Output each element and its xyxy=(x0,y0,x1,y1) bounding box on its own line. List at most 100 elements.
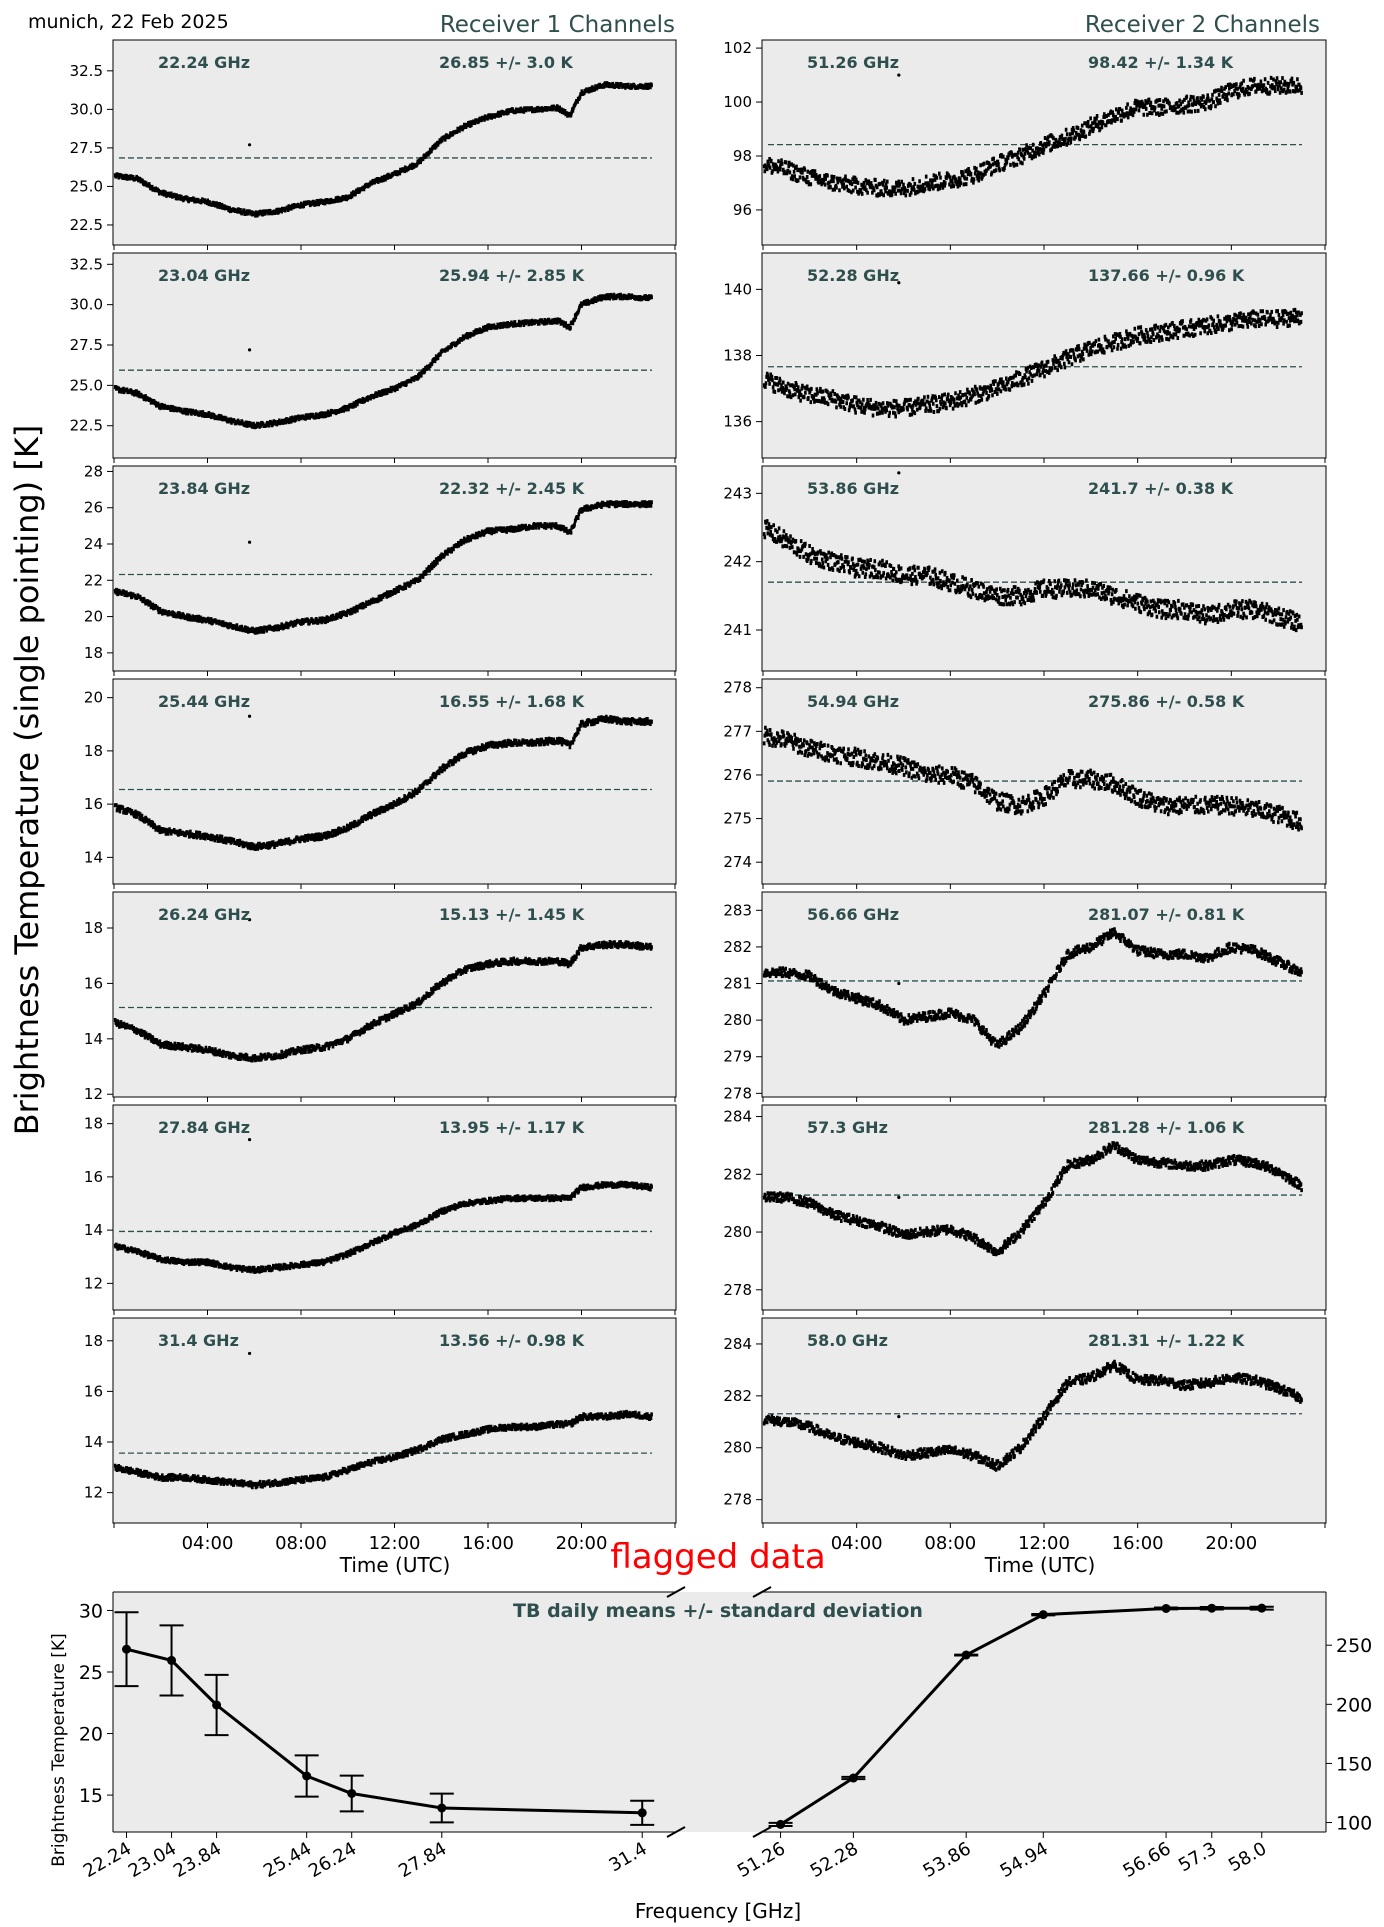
measurement-trace xyxy=(762,519,1303,633)
y-tick-label: 281 xyxy=(723,975,752,993)
channel-frequency-label: 31.4 GHz xyxy=(158,1331,239,1350)
y-tick-label: 25.0 xyxy=(70,376,103,394)
channel-stat-label: 281.28 +/- 1.06 K xyxy=(1088,1118,1245,1137)
y-tick-label: 25.0 xyxy=(70,177,103,195)
y-tick-label: 25 xyxy=(79,1662,103,1684)
mean-point xyxy=(1038,1610,1048,1620)
time-axis-label-receiver1: Time (UTC) xyxy=(339,1553,451,1577)
frequency-tick-label: 53.86 xyxy=(920,1838,975,1882)
y-tick-label: 14 xyxy=(84,1030,103,1048)
y-tick-label: 18 xyxy=(84,1332,103,1350)
y-tick-label: 282 xyxy=(723,1387,752,1405)
mean-point xyxy=(122,1644,132,1654)
y-tick-label: 18 xyxy=(84,644,103,662)
outlier-point xyxy=(897,73,901,77)
y-tick-label: 14 xyxy=(84,848,103,866)
time-tick-label: 16:00 xyxy=(1112,1533,1164,1554)
measurement-trace xyxy=(762,725,1303,832)
y-tick-label: 278 xyxy=(723,1281,752,1299)
y-tick-label: 30.0 xyxy=(70,296,103,314)
mean-point xyxy=(637,1808,647,1818)
y-tick-label: 27.5 xyxy=(70,139,103,157)
y-tick-label: 12 xyxy=(84,1484,103,1502)
channel-panel: 12 14 16 18 31.4 GHz 13.56 +/- 0.98 K xyxy=(84,1317,677,1528)
panel-frame xyxy=(112,678,677,885)
outlier-point xyxy=(247,540,252,544)
channel-frequency-label: 52.28 GHz xyxy=(807,266,899,285)
channel-frequency-label: 54.94 GHz xyxy=(807,692,899,711)
measurement-trace xyxy=(762,1359,1303,1472)
y-tick-label: 32.5 xyxy=(70,255,103,273)
channel-frequency-label: 23.84 GHz xyxy=(158,479,250,498)
channel-panel: 22.5 25.0 27.5 30.0 32.5 22.24 GHz 26.85 +/- 3… xyxy=(70,39,677,250)
y-tick-label: 283 xyxy=(723,901,752,919)
mean-point xyxy=(1207,1603,1217,1613)
channel-frequency-label: 56.66 GHz xyxy=(807,905,899,924)
station-date-label: munich, 22 Feb 2025 xyxy=(28,11,229,33)
flagged-data-label: flagged data xyxy=(610,1537,825,1577)
frequency-tick-label: 31.4 xyxy=(606,1838,651,1876)
y-tick-label: 30.0 xyxy=(70,100,103,118)
outlier-point xyxy=(247,918,252,922)
frequency-tick-label: 58.0 xyxy=(1225,1838,1270,1876)
frequency-tick-label: 51.26 xyxy=(734,1838,789,1882)
channel-panel: 96 98 100 102 51.26 GHz 98.42 +/- 1.34 K xyxy=(723,39,1327,250)
outlier-point xyxy=(247,714,252,718)
channel-panel: 136 138 140 52.28 GHz 137.66 +/- 0.96 K xyxy=(723,252,1327,463)
time-tick-label: 08:00 xyxy=(275,1533,327,1554)
y-tick-label: 242 xyxy=(723,553,752,571)
channel-frequency-label: 23.04 GHz xyxy=(158,266,250,285)
measurement-trace xyxy=(113,292,653,430)
channel-frequency-label: 26.24 GHz xyxy=(158,905,250,924)
y-tick-label: 18 xyxy=(84,919,103,937)
outlier-point xyxy=(247,143,252,147)
time-tick-label: 20:00 xyxy=(1205,1533,1257,1554)
mean-point xyxy=(212,1700,222,1710)
y-tick-label: 16 xyxy=(84,795,103,813)
y-tick-label: 150 xyxy=(1336,1753,1372,1775)
y-tick-label: 241 xyxy=(723,621,752,639)
channel-stat-label: 15.13 +/- 1.45 K xyxy=(439,905,585,924)
channel-panel: 278 280 282 284 57.3 GHz 281.28 +/- 1.06 K xyxy=(723,1104,1327,1315)
y-tick-label: 22.5 xyxy=(70,417,103,435)
time-tick-label: 04:00 xyxy=(182,1533,234,1554)
outlier-point xyxy=(897,981,901,986)
measurement-trace xyxy=(762,307,1303,419)
mean-point xyxy=(1161,1603,1171,1613)
summary-title: TB daily means +/- standard deviation xyxy=(513,1600,923,1622)
frequency-tick-label: 25.44 xyxy=(260,1838,315,1882)
panel-frame xyxy=(112,891,677,1098)
channel-stat-label: 26.85 +/- 3.0 K xyxy=(439,53,574,72)
measurement-trace xyxy=(113,714,653,851)
frequency-tick-label: 23.04 xyxy=(125,1838,180,1882)
summary-chart: TB daily means +/- standard deviation 15 2… xyxy=(79,1586,1372,1882)
y-tick-label: 276 xyxy=(723,766,752,784)
outlier-point xyxy=(897,471,901,475)
y-tick-label: 18 xyxy=(84,742,103,760)
channel-stat-label: 281.31 +/- 1.22 K xyxy=(1088,1331,1245,1350)
time-tick-label: 08:00 xyxy=(924,1533,976,1554)
outlier-point xyxy=(897,1415,901,1419)
y-tick-label: 280 xyxy=(723,1011,752,1029)
channel-panel: 12 14 16 18 26.24 GHz 15.13 +/- 1.45 K xyxy=(84,891,677,1103)
axis-break-mark xyxy=(666,1586,686,1598)
main-y-axis-label: Brightness Temperature (single pointing)… xyxy=(8,425,46,1136)
y-tick-label: 27.5 xyxy=(70,336,103,354)
panel-frame xyxy=(112,39,677,246)
frequency-tick-label: 52.28 xyxy=(807,1838,862,1882)
summary-x-axis-label: Frequency [GHz] xyxy=(635,1899,801,1923)
channel-panel: 241 242 243 53.86 GHz 241.7 +/- 0.38 K xyxy=(723,465,1327,676)
y-tick-label: 278 xyxy=(723,1491,752,1509)
frequency-tick-label: 56.66 xyxy=(1119,1838,1174,1882)
time-axis-label-receiver2: Time (UTC) xyxy=(984,1553,1096,1577)
receiver1-title: Receiver 1 Channels xyxy=(440,12,675,38)
frequency-tick-label: 27.84 xyxy=(395,1838,450,1882)
y-tick-label: 20 xyxy=(84,689,103,707)
mean-point xyxy=(437,1803,447,1813)
measurement-trace xyxy=(113,1409,653,1490)
y-tick-label: 282 xyxy=(723,1165,752,1183)
channel-panel: 278 280 282 284 58.0 GHz 281.31 +/- 1.22 K xyxy=(723,1317,1327,1528)
axis-break-mark xyxy=(752,1586,772,1598)
panel-frame xyxy=(761,252,1327,459)
